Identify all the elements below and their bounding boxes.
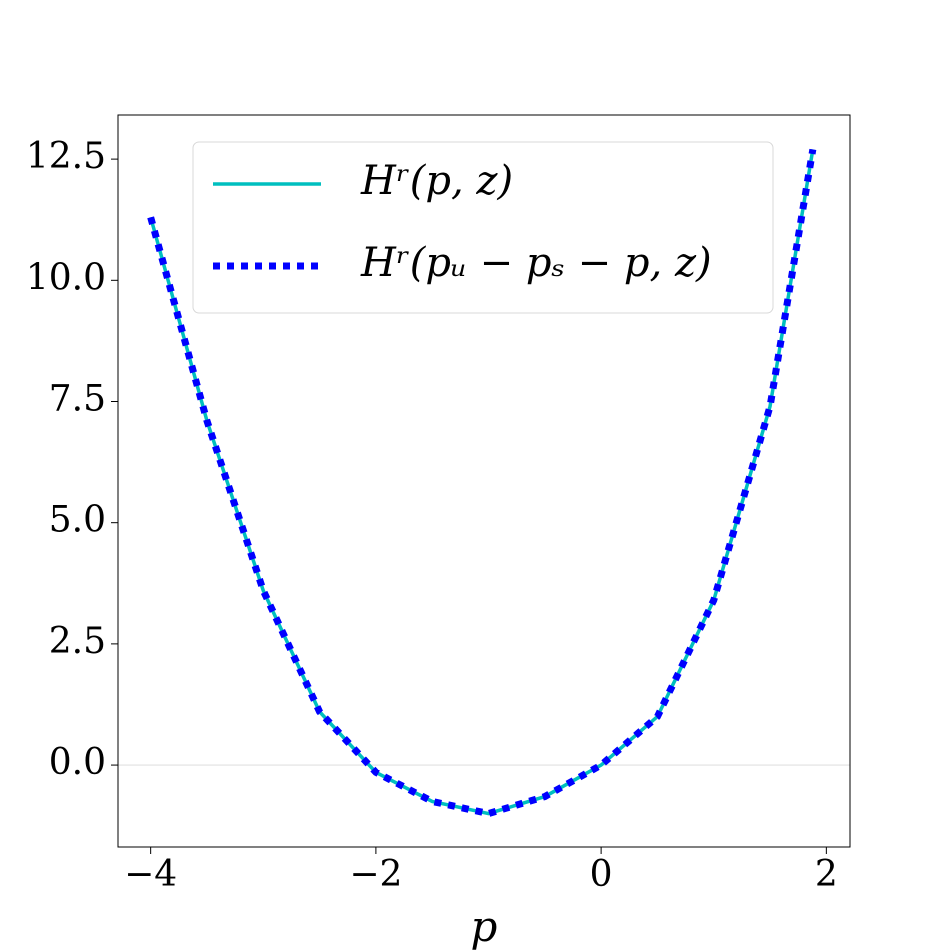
x-tick-label: −2 [349, 854, 402, 895]
y-tick-label: 5.0 [49, 500, 106, 541]
legend-label: Hʳ(pᵤ − pₛ − p, z) [360, 240, 712, 286]
y-tick-label: 0.0 [49, 742, 106, 783]
x-tick-label: 2 [815, 854, 838, 895]
y-tick-label: 7.5 [49, 378, 106, 419]
x-axis-label: p [471, 902, 498, 951]
plot-frame [117, 114, 851, 848]
series-line [147, 148, 817, 818]
y-tick-label: 2.5 [49, 621, 106, 662]
legend-box [192, 141, 774, 314]
y-tick-label: 10.0 [26, 257, 106, 298]
legend-label: Hʳ(p, z) [360, 158, 513, 204]
y-tick-label: 12.5 [26, 136, 106, 177]
x-tick-label: −4 [124, 854, 177, 895]
x-tick-label: 0 [590, 854, 613, 895]
